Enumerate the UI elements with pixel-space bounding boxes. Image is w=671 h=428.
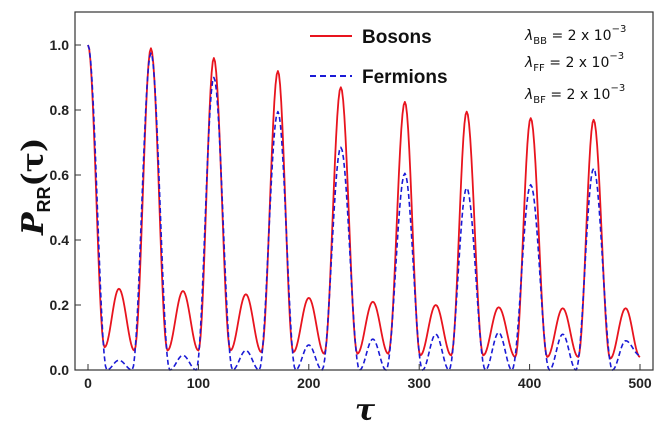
x-tick-label: 300 — [408, 375, 432, 391]
x-tick-label: 100 — [187, 375, 211, 391]
plot-frame — [74, 11, 654, 371]
legend-label-bosons: Bosons — [362, 27, 432, 48]
x-tick-label: 0 — [84, 375, 92, 391]
y-tick-label: 0.4 — [50, 232, 70, 248]
y-axis-label-argument: (τ) — [16, 138, 51, 187]
x-tick-label: 400 — [518, 375, 542, 391]
axis-ticks: 0 100 200 300 400 500 0.0 0.2 0.4 0.6 0.8 1.0 — [50, 37, 652, 391]
series-line-bosons — [87, 44, 641, 360]
x-tick-label: 500 — [628, 375, 652, 391]
param-lambda-bb: λBB = 2 x 10−3 — [524, 24, 626, 47]
y-tick-label: 0.2 — [50, 297, 70, 313]
y-axis-label-subscript: RR — [34, 186, 54, 212]
x-axis-label: τ — [355, 393, 376, 428]
series-line-fermions — [87, 44, 641, 371]
param-lambda-ff: λFF = 2 x 10−3 — [524, 51, 624, 74]
param-lambda-bf: λBF = 2 x 10−3 — [524, 83, 625, 106]
y-tick-label: 0.8 — [50, 102, 70, 118]
y-tick-label: 1.0 — [50, 37, 70, 53]
x-tick-label: 200 — [297, 375, 321, 391]
y-axis-label: PRR(τ) — [16, 138, 54, 236]
y-tick-label: 0.0 — [50, 362, 70, 378]
plot-series — [87, 44, 641, 371]
legend: Bosons Fermions — [310, 27, 448, 88]
legend-label-fermions: Fermions — [362, 67, 448, 88]
parameter-annotations: λBB = 2 x 10−3 λFF = 2 x 10−3 λBF = 2 x … — [524, 24, 626, 106]
y-tick-label: 0.6 — [50, 167, 70, 183]
